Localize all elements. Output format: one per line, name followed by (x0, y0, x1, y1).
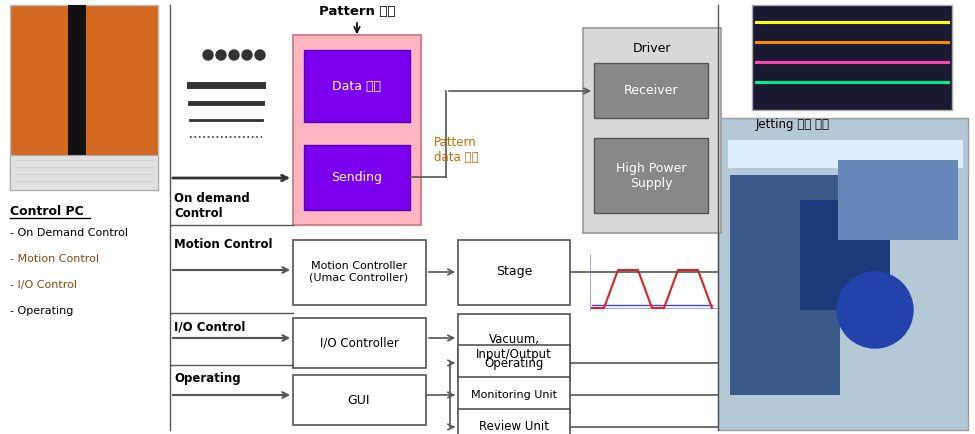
FancyBboxPatch shape (458, 377, 570, 413)
Text: - Motion Control: - Motion Control (10, 254, 99, 264)
Text: Control PC: Control PC (10, 205, 84, 218)
Text: Monitoring Unit: Monitoring Unit (471, 390, 557, 400)
FancyBboxPatch shape (718, 118, 968, 430)
FancyBboxPatch shape (68, 5, 86, 190)
Text: - Operating: - Operating (10, 306, 73, 316)
FancyBboxPatch shape (293, 375, 426, 425)
FancyBboxPatch shape (583, 28, 721, 233)
FancyBboxPatch shape (728, 140, 963, 168)
FancyBboxPatch shape (458, 345, 570, 381)
FancyBboxPatch shape (293, 318, 426, 368)
FancyBboxPatch shape (458, 240, 570, 305)
Text: Operating: Operating (174, 372, 241, 385)
FancyBboxPatch shape (838, 160, 958, 240)
FancyBboxPatch shape (800, 200, 890, 310)
Circle shape (229, 50, 239, 60)
FancyBboxPatch shape (458, 409, 570, 434)
Circle shape (837, 272, 913, 348)
FancyBboxPatch shape (458, 314, 570, 380)
Text: Data 변환: Data 변환 (332, 79, 381, 92)
FancyBboxPatch shape (304, 50, 410, 122)
Text: Receiver: Receiver (624, 85, 679, 98)
FancyBboxPatch shape (752, 5, 952, 110)
Text: Driver: Driver (633, 42, 671, 55)
Text: Review Unit: Review Unit (479, 421, 549, 434)
FancyBboxPatch shape (10, 5, 158, 190)
Text: Sending: Sending (332, 171, 382, 184)
Text: - On Demand Control: - On Demand Control (10, 228, 128, 238)
Text: Jetting 노즘 입력: Jetting 노즘 입력 (756, 118, 830, 131)
Text: Stage: Stage (496, 266, 532, 279)
FancyBboxPatch shape (304, 145, 410, 210)
FancyBboxPatch shape (730, 175, 840, 395)
FancyBboxPatch shape (594, 138, 708, 213)
Circle shape (203, 50, 213, 60)
Circle shape (216, 50, 226, 60)
FancyBboxPatch shape (293, 35, 421, 225)
Circle shape (255, 50, 265, 60)
Text: I/O Control: I/O Control (174, 320, 246, 333)
Text: I/O Controller: I/O Controller (320, 336, 399, 349)
Text: On demand
Control: On demand Control (174, 192, 250, 220)
Text: Vacuum,
Input/Output: Vacuum, Input/Output (476, 333, 552, 361)
FancyBboxPatch shape (594, 63, 708, 118)
Text: Pattern
data 전송: Pattern data 전송 (434, 136, 479, 164)
Text: - I/O Control: - I/O Control (10, 280, 77, 290)
Text: GUI: GUI (348, 394, 370, 407)
Text: Motion Control: Motion Control (174, 238, 272, 251)
Circle shape (242, 50, 252, 60)
Text: Motion Controller
(Umac Controller): Motion Controller (Umac Controller) (309, 261, 409, 283)
FancyBboxPatch shape (293, 240, 426, 305)
Text: Operating: Operating (485, 356, 544, 369)
Text: Pattern 입력: Pattern 입력 (319, 5, 395, 18)
Text: High Power
Supply: High Power Supply (616, 162, 686, 190)
FancyBboxPatch shape (10, 155, 158, 190)
